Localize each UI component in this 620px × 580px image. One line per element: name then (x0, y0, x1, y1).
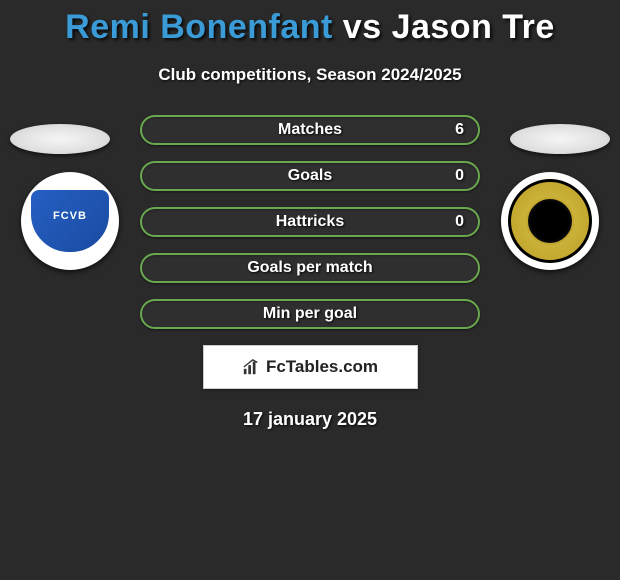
stat-value: 6 (455, 121, 464, 139)
stat-value: 0 (455, 213, 464, 231)
date-text: 17 january 2025 (0, 409, 620, 430)
club-roundel-icon (508, 179, 592, 263)
stat-label: Goals (288, 167, 332, 185)
stat-row-goals-per-match: Goals per match (140, 253, 480, 283)
vs-text: vs (343, 8, 382, 46)
club-shield-icon: FCVB (29, 188, 111, 254)
subtitle: Club competitions, Season 2024/2025 (0, 65, 620, 85)
stat-label: Matches (278, 121, 342, 139)
club-short-name: FCVB (53, 210, 87, 222)
player2-club-badge (501, 172, 599, 270)
stat-label: Goals per match (247, 259, 372, 277)
stat-row-matches: Matches 6 (140, 115, 480, 145)
stats-list: Matches 6 Goals 0 Hattricks 0 Goals per … (140, 115, 480, 329)
player1-name: Remi Bonenfant (65, 8, 333, 46)
stat-row-min-per-goal: Min per goal (140, 299, 480, 329)
player1-club-badge: FCVB (21, 172, 119, 270)
bar-chart-icon (242, 358, 260, 376)
page-title: Remi Bonenfant vs Jason Tre (0, 0, 620, 47)
stat-row-goals: Goals 0 (140, 161, 480, 191)
brand-box[interactable]: FcTables.com (203, 345, 418, 389)
stat-value: 0 (455, 167, 464, 185)
stat-label: Min per goal (263, 305, 357, 323)
stat-label: Hattricks (276, 213, 344, 231)
player2-name: Jason Tre (392, 8, 555, 46)
comparison-card: Remi Bonenfant vs Jason Tre Club competi… (0, 0, 620, 580)
player1-avatar-placeholder (10, 124, 110, 154)
player2-avatar-placeholder (510, 124, 610, 154)
stat-row-hattricks: Hattricks 0 (140, 207, 480, 237)
brand-text: FcTables.com (266, 357, 378, 377)
